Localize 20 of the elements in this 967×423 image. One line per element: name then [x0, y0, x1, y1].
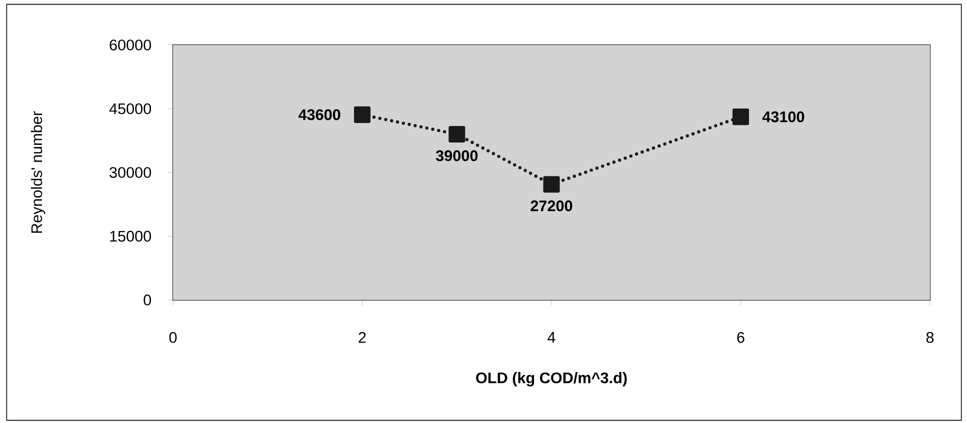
- y-axis-title: Reynolds' number: [30, 111, 46, 233]
- x-tick-label: 4: [548, 332, 556, 343]
- y-tick-label: 60000: [110, 40, 152, 50]
- x-tick-label: 8: [926, 332, 934, 343]
- data-label: 27200: [530, 200, 572, 212]
- y-tick-label: 45000: [109, 103, 152, 114]
- x-axis-title: OLD (kg COD/m^3.d): [476, 372, 627, 386]
- y-tick-label: 15000: [110, 230, 152, 242]
- x-tick-label: 0: [169, 332, 177, 343]
- x-tick-label: 6: [737, 332, 744, 343]
- data-label: 43600: [298, 109, 340, 120]
- x-tick-label: 2: [358, 332, 366, 343]
- y-tick-label: 30000: [110, 167, 152, 178]
- point: [448, 126, 466, 143]
- data-label: 39000: [436, 150, 478, 162]
- point: [354, 106, 371, 123]
- point: [732, 108, 750, 126]
- point: [543, 176, 560, 193]
- y-tick-label: 0: [144, 294, 152, 306]
- data-label: 43100: [762, 111, 804, 122]
